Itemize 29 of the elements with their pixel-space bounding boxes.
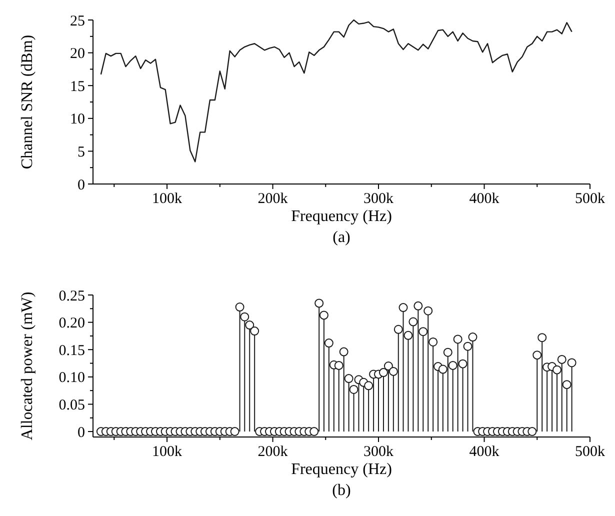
y-tick-label: 0.10 xyxy=(58,370,85,386)
y-tick-label: 0 xyxy=(78,424,85,441)
y-axis-title: Allocated power (mW) xyxy=(19,292,36,440)
x-tick-label: 500k xyxy=(575,191,606,207)
y-tick-label: 0.05 xyxy=(58,397,85,414)
y-tick-label: 0.25 xyxy=(58,288,85,304)
y-tick-label: 10 xyxy=(70,112,85,128)
y-tick-label: 5 xyxy=(78,144,85,160)
x-tick-label: 300k xyxy=(364,191,394,207)
x-tick-label: 200k xyxy=(258,191,288,207)
x-tick-label: 200k xyxy=(258,444,288,460)
line-series xyxy=(100,19,572,162)
x-tick-label: 100k xyxy=(152,444,183,460)
y-tick-label: 15 xyxy=(70,78,85,95)
y-tick-label: 0.20 xyxy=(58,316,85,332)
x-tick-label: 400k xyxy=(469,444,500,460)
y-tick-label: 20 xyxy=(70,46,85,62)
x-tick-label: 100k xyxy=(152,191,183,207)
text: (b) xyxy=(332,482,351,499)
x-axis-title: Frequency (Hz) xyxy=(291,461,392,478)
y-tick-label: 0.15 xyxy=(58,342,85,359)
text: (a) xyxy=(332,229,350,246)
x-tick-label: 500k xyxy=(575,444,606,460)
x-tick-label: 400k xyxy=(469,191,500,207)
x-tick-label: 300k xyxy=(364,444,394,460)
x-axis-title: Frequency (Hz) xyxy=(291,208,392,225)
y-axis-title: Channel SNR (dBm) xyxy=(19,34,36,170)
y-tick-label: 25 xyxy=(70,13,85,30)
y-tick-label: 0 xyxy=(78,177,85,194)
